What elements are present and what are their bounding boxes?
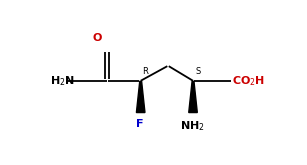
Text: S: S <box>196 67 201 76</box>
Text: R: R <box>142 67 148 76</box>
Text: O: O <box>93 33 102 43</box>
Text: NH$_2$: NH$_2$ <box>180 119 205 133</box>
Text: F: F <box>136 119 143 129</box>
Polygon shape <box>136 81 145 113</box>
Text: CO$_2$H: CO$_2$H <box>232 74 266 88</box>
Polygon shape <box>189 81 197 113</box>
Text: H$_2$N: H$_2$N <box>50 74 75 88</box>
